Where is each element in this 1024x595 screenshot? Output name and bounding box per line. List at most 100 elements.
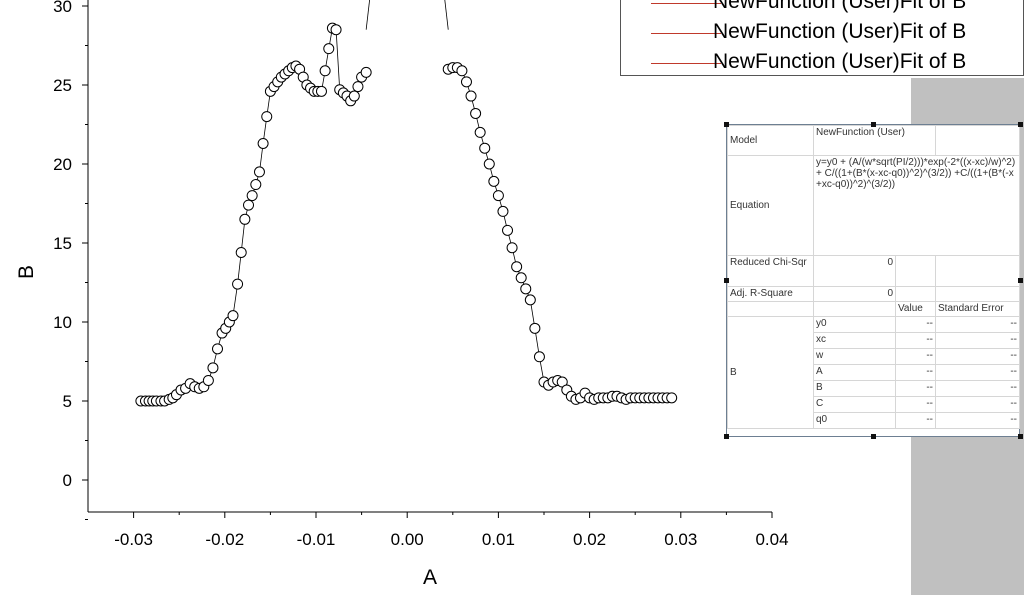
param-name: A	[813, 364, 896, 381]
adjr-value: 0	[813, 286, 896, 302]
series-line	[448, 67, 672, 400]
data-point	[207, 362, 219, 374]
data-point	[515, 272, 527, 284]
data-point	[488, 175, 500, 187]
legend-entry: NewFunction (User)Fit of B	[621, 19, 1024, 49]
data-point	[360, 66, 372, 78]
chisqr-value: 0	[813, 255, 896, 287]
param-error: --	[935, 380, 1021, 397]
data-point	[239, 213, 251, 225]
x-tick-label: 0.03	[664, 530, 697, 549]
resize-handle[interactable]	[724, 434, 729, 439]
param-error: --	[935, 364, 1021, 381]
legend-entry-label: NewFunction (User)Fit of B	[713, 50, 967, 73]
data-point	[257, 137, 269, 149]
data-point	[524, 294, 536, 306]
data-point	[352, 81, 364, 93]
data-point	[330, 24, 342, 36]
param-name: q0	[813, 412, 896, 429]
x-tick-label: 0.02	[573, 530, 606, 549]
y-tick-label: 25	[53, 76, 72, 95]
data-point	[474, 126, 486, 138]
data-point	[460, 76, 472, 88]
y-tick-label: 0	[63, 471, 72, 490]
param-name: B	[813, 380, 896, 397]
data-point	[511, 261, 523, 273]
resize-handle[interactable]	[724, 278, 729, 283]
data-point	[533, 351, 545, 363]
empty-cell	[935, 125, 1021, 156]
param-value: --	[894, 412, 937, 429]
model-label: Model	[727, 125, 814, 156]
y-axis-label: B	[15, 265, 38, 279]
legend-line-swatch	[651, 63, 721, 64]
x-tick-label: 0.04	[755, 530, 788, 549]
resize-handle[interactable]	[871, 122, 876, 127]
legend-entry: NewFunction (User)Fit of B	[621, 49, 1024, 79]
resize-handle[interactable]	[871, 434, 876, 439]
param-value: --	[894, 332, 937, 349]
param-error: --	[935, 396, 1021, 413]
series-line-stub	[444, 0, 449, 30]
x-tick-label: -0.03	[114, 530, 153, 549]
chisqr-label: Reduced Chi-Sqr	[727, 255, 814, 287]
value-header: Value	[894, 301, 937, 317]
y-tick-label: 20	[53, 155, 72, 174]
data-point	[483, 158, 495, 170]
param-name: xc	[813, 332, 896, 349]
empty-cell	[935, 286, 1021, 302]
x-axis-label: A	[423, 566, 437, 589]
legend-entry-label: NewFunction (User)Fit of B	[713, 0, 967, 13]
param-value: --	[894, 396, 937, 413]
y-tick-label: 10	[53, 313, 72, 332]
data-point	[232, 278, 244, 290]
x-tick-label: 0.00	[391, 530, 424, 549]
resize-handle[interactable]	[724, 122, 729, 127]
equation-value: y=y0 + (A/(w*sqrt(PI/2)))*exp(-2*((x-xc)…	[812, 155, 1021, 256]
group-label: B	[727, 316, 814, 429]
data-point	[456, 65, 468, 77]
data-point	[202, 374, 214, 386]
data-point	[319, 65, 331, 77]
resize-handle[interactable]	[1018, 434, 1023, 439]
legend-line-swatch	[651, 3, 721, 4]
series-line-stub	[365, 0, 370, 30]
legend-entry: NewFunction (User)Fit of B	[621, 0, 1024, 19]
data-point	[497, 205, 509, 217]
empty-cell	[813, 301, 896, 317]
data-point	[492, 190, 504, 202]
series-line	[140, 27, 367, 402]
param-error: --	[935, 412, 1021, 429]
adjr-label: Adj. R-Square	[727, 286, 814, 302]
legend-entry-label: NewFunction (User)Fit of B	[713, 20, 967, 43]
data-point	[250, 179, 262, 191]
data-point	[253, 166, 265, 178]
data-point	[315, 85, 327, 97]
y-tick-label: 15	[53, 234, 72, 253]
empty-cell	[727, 301, 814, 317]
empty-cell	[935, 255, 1021, 287]
y-tick-label: 30	[53, 0, 72, 16]
fit-results-table[interactable]: Model NewFunction (User) Equation y=y0 +…	[724, 122, 1023, 439]
data-point	[323, 43, 335, 55]
param-value: --	[894, 364, 937, 381]
data-point	[470, 107, 482, 119]
data-point	[465, 90, 477, 102]
param-error: --	[935, 348, 1021, 365]
resize-handle[interactable]	[1018, 122, 1023, 127]
data-point	[666, 392, 678, 404]
data-point	[348, 90, 360, 102]
data-point	[520, 283, 532, 295]
resize-handle[interactable]	[1018, 278, 1023, 283]
data-point	[227, 310, 239, 322]
y-tick-label: 5	[63, 392, 72, 411]
legend-box[interactable]: NewFunction (User)Fit of B NewFunction (…	[620, 0, 1024, 76]
empty-cell	[894, 255, 937, 287]
x-tick-label: 0.01	[482, 530, 515, 549]
data-point	[506, 242, 518, 254]
empty-cell	[894, 286, 937, 302]
stderr-header: Standard Error	[935, 301, 1021, 317]
param-error: --	[935, 332, 1021, 349]
x-tick-label: -0.02	[205, 530, 244, 549]
